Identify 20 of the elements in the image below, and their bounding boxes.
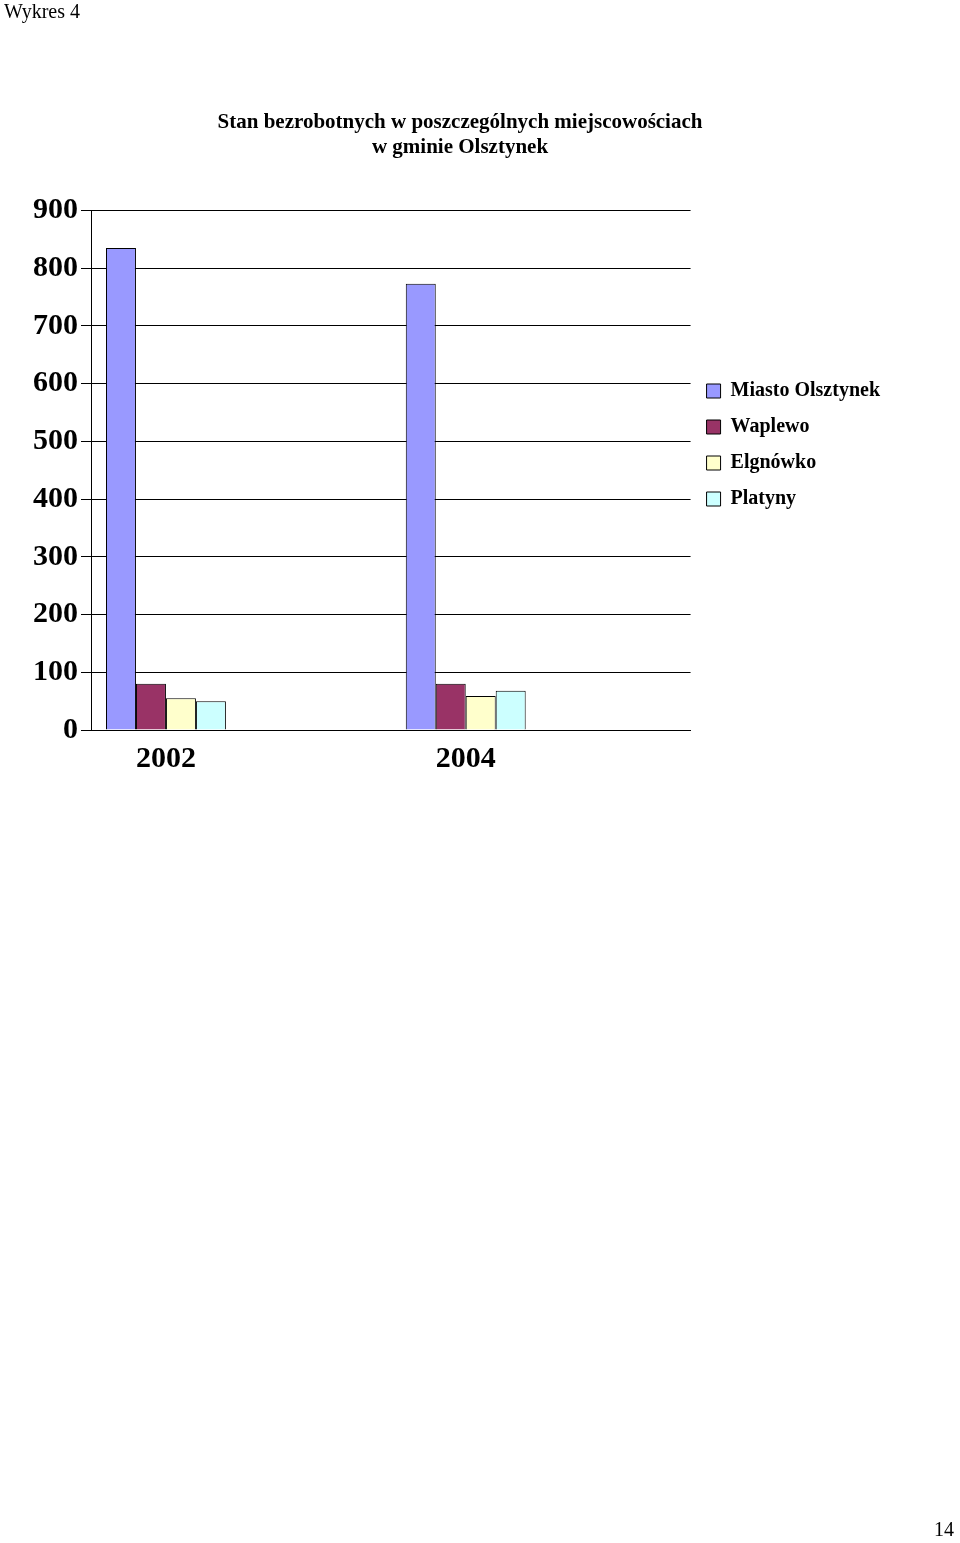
- y-tick-label: 200: [33, 595, 78, 629]
- x-tick-label: 2002: [135, 739, 196, 773]
- y-tick-label: 0: [63, 710, 78, 744]
- text: Wykres 4: [4, 0, 80, 23]
- x-tick-label: 2004: [435, 739, 496, 773]
- y-tick-label: 700: [33, 306, 78, 340]
- text: 14: [934, 1518, 954, 1541]
- legend-label: Elgnówko: [730, 450, 817, 474]
- y-tick-label: 800: [33, 248, 78, 282]
- text: Stan bezrobotnych w poszczególnych miejscowościach: [217, 109, 703, 134]
- legend-label: Platyny: [730, 486, 797, 510]
- legend-label: Miasto Olsztynek: [730, 378, 881, 402]
- legend-label: Waplewo: [730, 414, 810, 438]
- text: w gminie Olsztynek: [371, 134, 549, 159]
- y-tick-label: 500: [33, 422, 78, 456]
- y-tick-label: 400: [33, 479, 78, 513]
- y-tick-label: 100: [33, 653, 78, 687]
- y-tick-label: 600: [33, 364, 78, 398]
- y-tick-label: 900: [33, 191, 78, 225]
- y-tick-label: 300: [33, 537, 78, 571]
